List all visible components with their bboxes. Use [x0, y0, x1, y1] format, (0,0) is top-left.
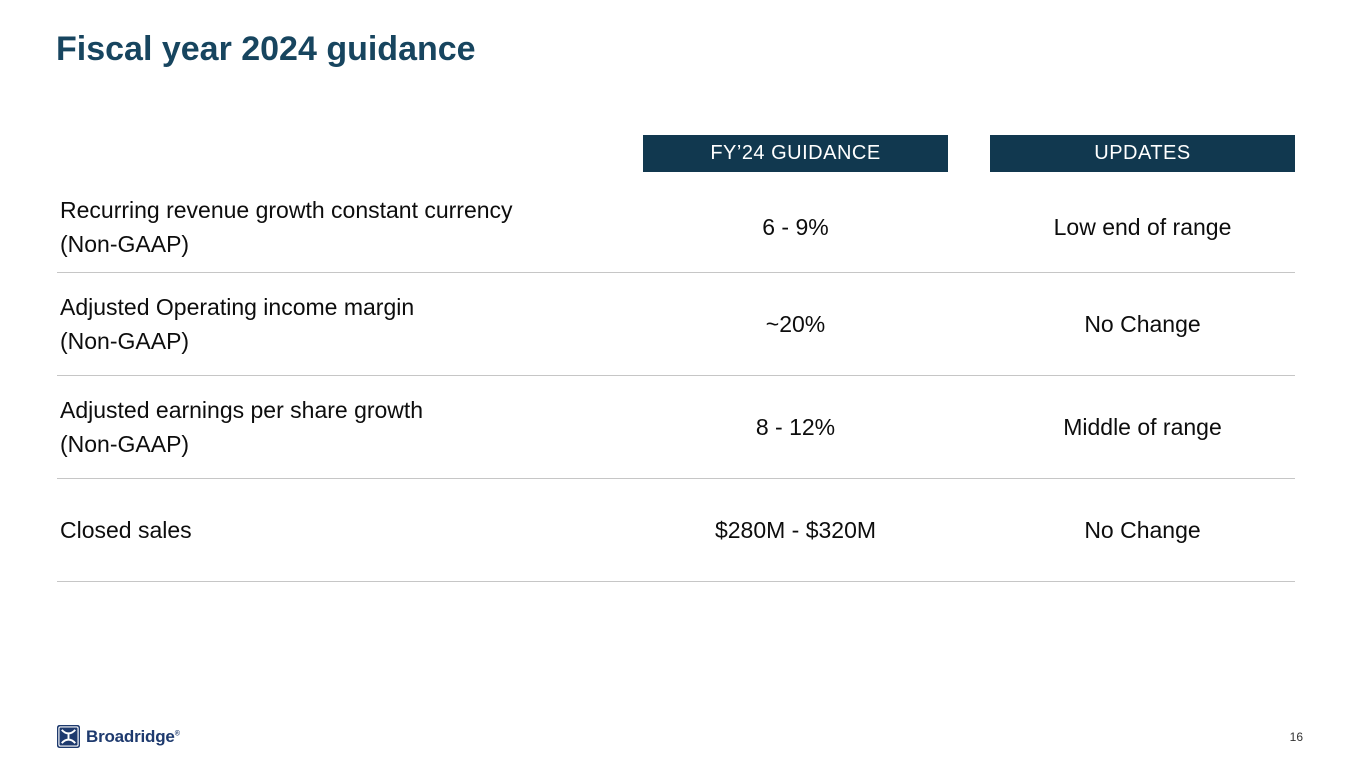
- page-number: 16: [1289, 730, 1303, 744]
- metric-line1: Adjusted Operating income margin: [60, 293, 415, 320]
- table-header-row: FY’24 GUIDANCE UPDATES: [57, 135, 1295, 172]
- metric-line1: Closed sales: [60, 516, 192, 543]
- metric-label: Adjusted Operating income margin (Non-GA…: [57, 290, 643, 359]
- metric-line1: Adjusted earnings per share growth: [60, 396, 424, 423]
- update-value: Low end of range: [1053, 213, 1232, 240]
- table-row: Recurring revenue growth constant curren…: [57, 182, 1295, 273]
- guidance-value: ~20%: [765, 310, 826, 337]
- update-value: Middle of range: [1063, 413, 1222, 440]
- metric-label: Adjusted earnings per share growth (Non-…: [57, 393, 643, 462]
- page-title: Fiscal year 2024 guidance: [56, 30, 476, 68]
- table-body: Recurring revenue growth constant curren…: [57, 182, 1295, 582]
- table-row: Adjusted earnings per share growth (Non-…: [57, 376, 1295, 479]
- metric-line2: (Non-GAAP): [60, 231, 190, 257]
- registered-trademark: ®: [174, 729, 180, 737]
- metric-line1: Recurring revenue growth constant curren…: [60, 196, 513, 223]
- metric-label: Closed sales: [57, 513, 643, 548]
- guidance-value: 6 - 9%: [762, 213, 829, 240]
- update-value: No Change: [1084, 310, 1201, 337]
- metric-line2: (Non-GAAP): [60, 431, 190, 457]
- table-row: Adjusted Operating income margin (Non-GA…: [57, 273, 1295, 376]
- column-gap: [948, 135, 990, 172]
- column-header-updates: UPDATES: [990, 135, 1295, 172]
- update-value: No Change: [1084, 516, 1201, 543]
- guidance-value: $280M - $320M: [714, 516, 877, 543]
- guidance-table: FY’24 GUIDANCE UPDATES Recurring revenue…: [57, 135, 1295, 582]
- header-spacer: [57, 135, 643, 172]
- broadridge-logo: Broadridge®: [57, 725, 180, 748]
- logo-wordmark: Broadridge®: [86, 726, 180, 746]
- metric-line2: (Non-GAAP): [60, 328, 190, 354]
- metric-label: Recurring revenue growth constant curren…: [57, 193, 643, 262]
- guidance-value: 8 - 12%: [755, 413, 836, 440]
- column-header-guidance: FY’24 GUIDANCE: [643, 135, 948, 172]
- broadridge-logo-icon: [57, 725, 80, 748]
- table-row: Closed sales $280M - $320M No Change: [57, 479, 1295, 582]
